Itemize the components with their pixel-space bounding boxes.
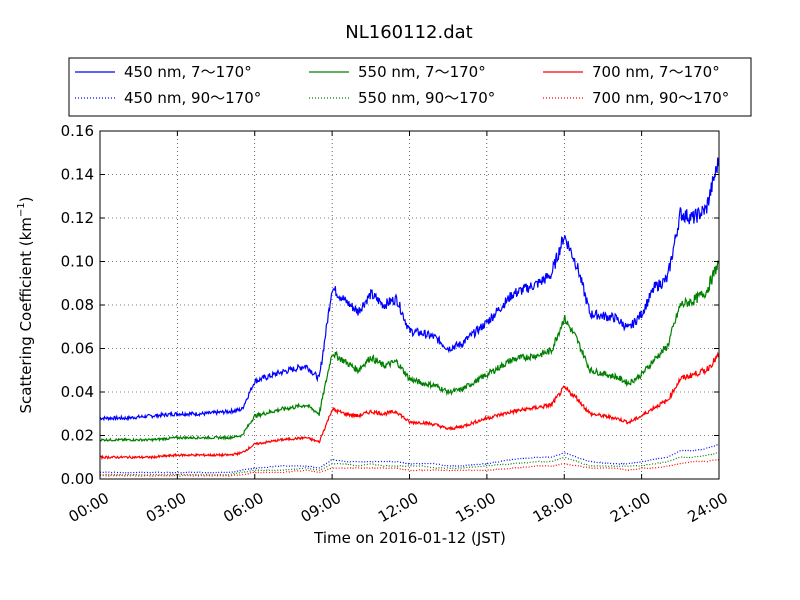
legend-label: 700 nm, 90～170°	[592, 89, 729, 107]
legend-label: 450 nm, 7～170°	[124, 63, 252, 81]
x-tick-label: 21:00	[607, 489, 653, 526]
series-line-2	[99, 260, 720, 443]
y-tick-label: 0.10	[61, 253, 94, 271]
x-tick-label: 12:00	[375, 489, 421, 526]
y-tick-label: 0.04	[61, 383, 94, 401]
x-tick-label: 06:00	[220, 489, 266, 526]
series-lines	[99, 157, 720, 477]
x-tick-label: 09:00	[298, 489, 344, 526]
y-tick-label: 0.12	[61, 209, 94, 227]
y-tick-label: 0.08	[61, 296, 94, 314]
y-axis-label-close: )	[17, 196, 35, 202]
y-tick-label: 0.00	[61, 470, 94, 488]
x-tick-label: 03:00	[143, 489, 189, 526]
legend-label: 550 nm, 7～170°	[358, 63, 486, 81]
x-tick-label: 00:00	[66, 489, 112, 526]
y-axis-label: Scattering Coefficient (km−1)	[16, 196, 35, 413]
chart-title: NL160112.dat	[345, 22, 472, 43]
y-tick-label: 0.02	[61, 427, 94, 445]
x-tick-label: 18:00	[530, 489, 576, 526]
legend: 450 nm, 7～170° 550 nm, 7～170° 700 nm, 7～17…	[68, 57, 752, 117]
legend-label: 550 nm, 90～170°	[358, 89, 495, 107]
x-axis-label: Time on 2016-01-12 (JST)	[313, 529, 506, 547]
grid	[100, 131, 719, 479]
y-axis-label-main: Scattering Coefficient (km	[17, 217, 35, 413]
y-tick-label: 0.16	[61, 122, 94, 140]
y-tick-label: 0.14	[61, 166, 94, 184]
series-line-3	[99, 351, 720, 461]
series-line-4	[99, 443, 720, 474]
legend-label: 700 nm, 7～170°	[592, 63, 720, 81]
series-line-1	[99, 157, 720, 422]
y-tick-label: 0.06	[61, 340, 94, 358]
y-axis-label-exponent: −1	[16, 202, 27, 217]
legend-label: 450 nm, 90～170°	[124, 89, 261, 107]
legend-box	[68, 57, 752, 117]
x-tick-label: 15:00	[452, 489, 498, 526]
x-tick-label: 24:00	[685, 489, 731, 526]
